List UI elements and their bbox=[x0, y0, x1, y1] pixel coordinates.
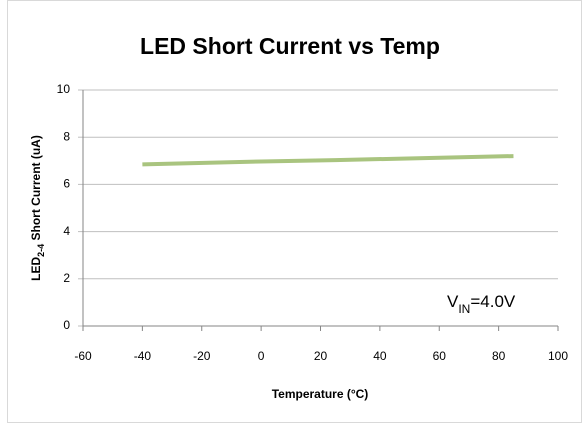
y-tick-label: 10 bbox=[57, 82, 71, 96]
annotation: VIN=4.0V bbox=[447, 292, 516, 316]
subscript: 2-4 bbox=[36, 244, 46, 257]
x-tick-label: 60 bbox=[433, 349, 447, 363]
x-tick-label: -40 bbox=[134, 349, 152, 363]
y-tick-label: 0 bbox=[63, 318, 70, 332]
data-line bbox=[142, 154, 514, 167]
text-part: V bbox=[447, 292, 459, 311]
text-part: Short Current (uA) bbox=[29, 135, 43, 244]
chart-title: LED Short Current vs Temp bbox=[140, 33, 440, 59]
y-tick-label: 4 bbox=[63, 224, 70, 238]
text-part: LED bbox=[29, 257, 43, 281]
x-tick-label: 100 bbox=[548, 349, 568, 363]
text-part: =4.0V bbox=[470, 292, 516, 311]
x-tick-label: 80 bbox=[492, 349, 506, 363]
x-tick-label: -60 bbox=[74, 349, 92, 363]
y-tick-label: 2 bbox=[63, 271, 70, 285]
x-tick-label: 0 bbox=[258, 349, 265, 363]
x-axis-label: Temperature (°C) bbox=[272, 387, 369, 401]
chart-frame bbox=[7, 0, 582, 423]
subscript: IN bbox=[458, 302, 470, 316]
x-tick-label: 20 bbox=[314, 349, 328, 363]
y-tick-label: 8 bbox=[63, 129, 70, 143]
x-tick-label: 40 bbox=[373, 349, 387, 363]
y-axis-label: LED2-4 Short Current (uA) bbox=[29, 135, 46, 281]
x-tick-label: -20 bbox=[193, 349, 211, 363]
y-tick-label: 6 bbox=[63, 177, 70, 191]
